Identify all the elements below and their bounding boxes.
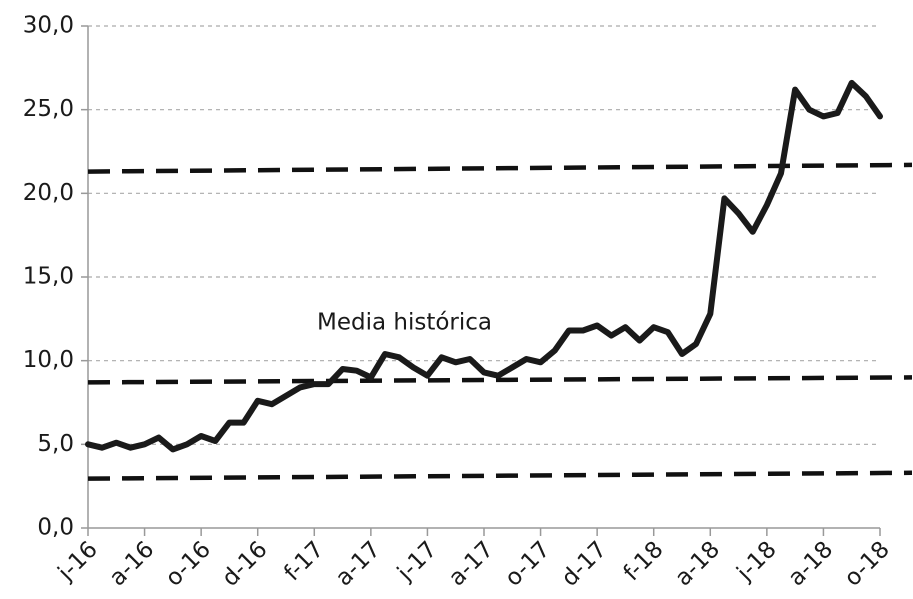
x-tick-label: f-17 bbox=[279, 536, 329, 586]
x-tick-label: f-18 bbox=[619, 536, 669, 586]
x-tick-label: a-16 bbox=[104, 536, 159, 591]
x-tick-label: d-17 bbox=[557, 536, 612, 591]
y-tick-label: 30,0 bbox=[23, 13, 74, 39]
y-tick-label: 0,0 bbox=[37, 515, 74, 541]
x-tick-label: o-18 bbox=[840, 536, 895, 591]
x-tick-label: o-17 bbox=[500, 536, 555, 591]
y-tick-label: 25,0 bbox=[23, 96, 74, 122]
reference-line bbox=[87, 470, 913, 481]
annotation: Media histórica bbox=[317, 310, 492, 336]
x-tick-label: d-16 bbox=[217, 536, 272, 591]
x-tick-label: a-18 bbox=[783, 536, 838, 591]
y-tick-label: 10,0 bbox=[23, 347, 74, 373]
plot: 0,05,010,015,020,025,030,0j-16 a-16 o-16 d-… bbox=[23, 13, 913, 592]
data-line bbox=[85, 79, 883, 453]
x-tick-label: a-17 bbox=[444, 536, 499, 591]
y-tick-label: 15,0 bbox=[23, 264, 74, 290]
x-tick-label: j-18 bbox=[732, 536, 782, 586]
x-tick-label: o-16 bbox=[161, 536, 216, 591]
reference-line bbox=[87, 375, 913, 385]
x-tick-label: j-17 bbox=[392, 536, 442, 586]
x-tick-label: a-18 bbox=[670, 536, 725, 591]
x-tick-label: a-17 bbox=[331, 536, 386, 591]
y-tick-label: 5,0 bbox=[37, 431, 74, 457]
reference-line bbox=[87, 162, 913, 174]
y-tick-label: 20,0 bbox=[23, 180, 74, 206]
x-tick-label: j-16 bbox=[53, 536, 103, 586]
